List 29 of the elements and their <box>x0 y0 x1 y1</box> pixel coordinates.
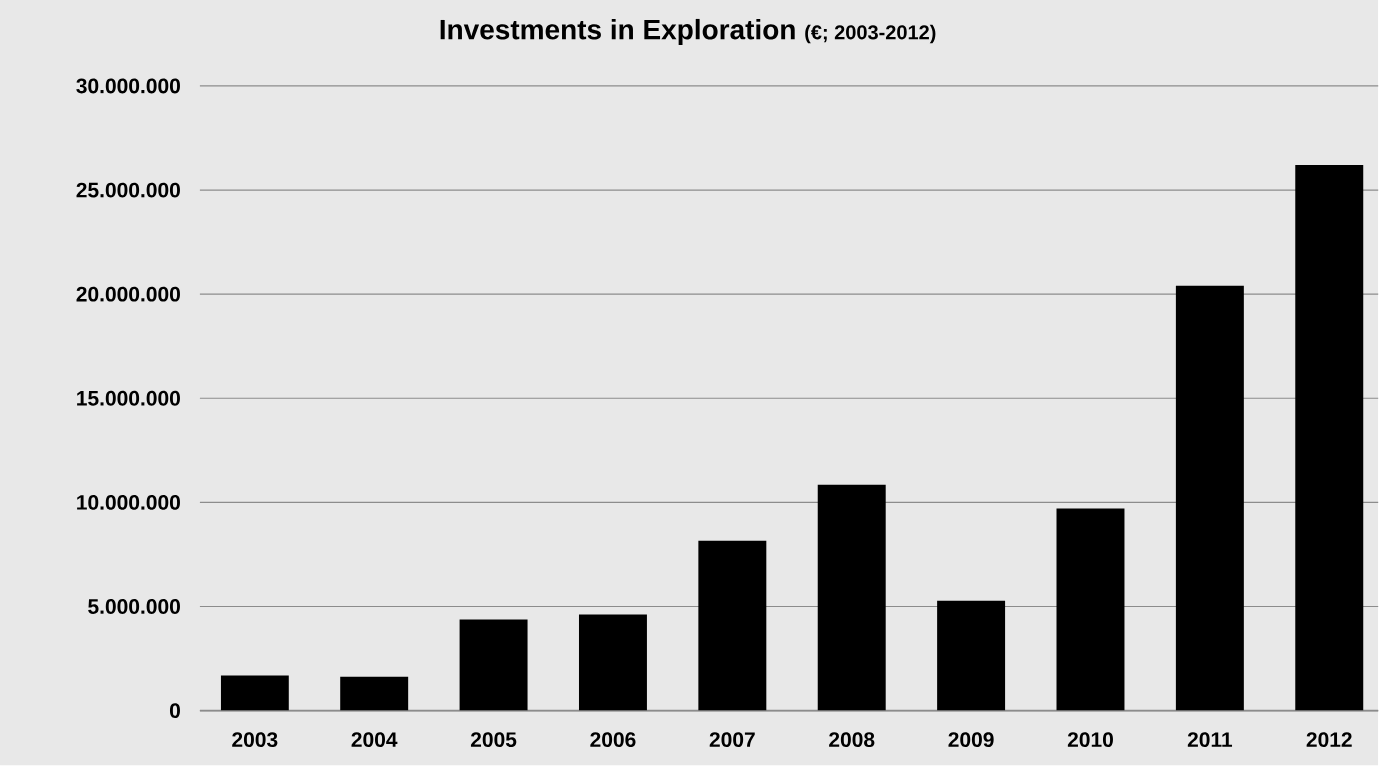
x-tick-label: 2007 <box>709 732 755 748</box>
x-tick-label: 2012 <box>1306 732 1352 748</box>
bar <box>1295 165 1364 711</box>
bar <box>1056 508 1125 711</box>
x-tick-label: 2011 <box>1187 732 1233 748</box>
bar <box>220 675 289 711</box>
y-tick-label: 0 <box>169 703 180 719</box>
x-tick-label: 2004 <box>351 732 398 748</box>
chart-subtitle: (€; 2003-2012) <box>805 24 936 44</box>
y-tick-label: 30.000.000 <box>76 78 180 94</box>
x-tick-label: 2006 <box>590 732 636 748</box>
bar <box>1175 286 1244 711</box>
bar <box>817 484 886 711</box>
y-tick-label: 25.000.000 <box>76 182 180 198</box>
bar <box>459 619 528 711</box>
x-tick-label: 2008 <box>829 732 875 748</box>
bar <box>698 540 767 711</box>
y-tick-label: 10.000.000 <box>77 495 180 511</box>
y-tick-label: 5.000.000 <box>88 599 180 615</box>
bar <box>578 614 647 711</box>
x-tick-label: 2009 <box>948 732 994 748</box>
chart-title: Investments in Exploration <box>440 19 795 46</box>
y-tick-label: 20.000.000 <box>76 286 180 302</box>
y-tick-label: 15.000.000 <box>77 391 180 406</box>
x-tick-label: 2003 <box>232 732 278 748</box>
x-tick-label: 2010 <box>1067 732 1113 748</box>
bar <box>340 676 409 711</box>
bar <box>937 600 1006 711</box>
x-tick-label: 2005 <box>470 732 517 748</box>
